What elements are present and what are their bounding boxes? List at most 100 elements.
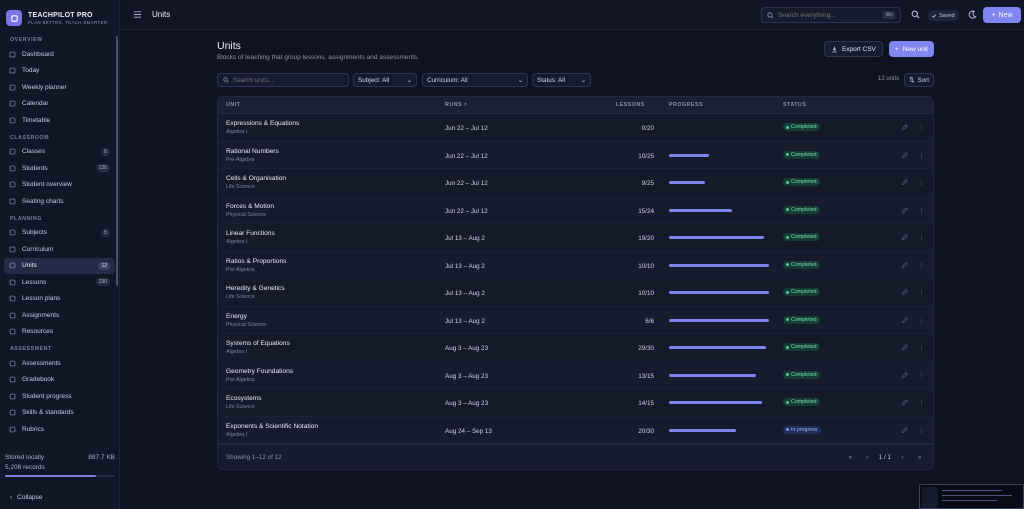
new-button[interactable]: + New <box>983 7 1021 23</box>
unit-search-input[interactable] <box>233 76 343 84</box>
more-icon[interactable] <box>918 399 925 406</box>
sidebar-item-students[interactable]: Students 126 <box>4 160 115 177</box>
more-icon[interactable] <box>918 262 925 269</box>
plus-icon: + <box>991 11 996 19</box>
next-page-icon[interactable]: › <box>901 454 904 461</box>
unit-name[interactable]: Expressions & Equations <box>226 120 300 127</box>
sidebar-item-lessons[interactable]: Lessons 230 <box>4 274 115 291</box>
more-icon[interactable] <box>918 427 925 434</box>
sidebar-item-calendar[interactable]: Calendar <box>4 96 115 113</box>
edit-icon[interactable] <box>901 234 908 241</box>
sidebar-item-gradebook[interactable]: Gradebook <box>4 372 115 389</box>
more-icon[interactable] <box>918 207 925 214</box>
unit-name[interactable]: Heredity & Genetics <box>226 285 285 292</box>
prev-page-icon[interactable]: ‹ <box>866 454 869 461</box>
first-page-icon[interactable]: « <box>848 454 852 461</box>
global-search-input[interactable] <box>778 11 880 19</box>
curriculum-filter[interactable]: Curriculum: All ⌄ <box>422 73 528 87</box>
sidebar-item-resources[interactable]: Resources <box>4 324 115 341</box>
edit-icon[interactable] <box>901 261 908 269</box>
unit-name[interactable]: Systems of Equations <box>226 340 290 347</box>
global-search[interactable]: ⌘K <box>761 7 901 23</box>
table-row[interactable]: Linear Functions Algebra I Jul 13 – Aug … <box>218 224 933 252</box>
table-row[interactable]: Geometry Foundations Pre-Algebra Aug 3 –… <box>218 361 933 389</box>
unit-name[interactable]: Ecosystems <box>226 395 262 402</box>
moon-icon[interactable] <box>968 10 977 19</box>
export-csv-button[interactable]: Export CSV <box>823 41 883 57</box>
edit-icon[interactable] <box>901 371 908 379</box>
unit-name[interactable]: Exponents & Scientific Notation <box>226 422 318 430</box>
sidebar-item-units[interactable]: Units 12 <box>4 257 115 274</box>
search-icon[interactable] <box>911 10 920 19</box>
collapse-button[interactable]: ‹ Collapse <box>10 494 42 501</box>
sidebar-item-today[interactable]: Today <box>4 63 115 80</box>
status-filter[interactable]: Status: All ⌄ <box>532 73 591 87</box>
edit-icon[interactable] <box>901 289 908 296</box>
units-table: UNIT RUNS ˄ LESSONS PROGRESS STATUS Expr… <box>217 96 934 470</box>
unit-name[interactable]: Geometry Foundations <box>226 367 294 375</box>
edit-icon[interactable] <box>901 344 908 351</box>
more-icon[interactable] <box>918 372 925 379</box>
edit-icon[interactable] <box>901 426 908 434</box>
table-row[interactable]: Ecosystems Life Science Aug 3 – Aug 23 1… <box>218 389 933 417</box>
unit-name[interactable]: Ratios & Proportions <box>226 257 287 265</box>
col-progress[interactable]: PROGRESS <box>669 102 704 108</box>
edit-icon[interactable] <box>901 316 908 324</box>
sidebar-item-dashboard[interactable]: Dashboard <box>4 46 115 63</box>
table-row[interactable]: Heredity & Genetics Life Science Jul 13 … <box>218 279 933 307</box>
table-row[interactable]: Forces & Motion Physical Science Jun 22 … <box>218 196 933 224</box>
more-icon[interactable] <box>918 179 925 186</box>
sidebar-item-assessments[interactable]: Assessments <box>4 355 115 372</box>
sidebar-item-lesson-plans[interactable]: Lesson plans <box>4 291 115 308</box>
more-icon[interactable] <box>918 344 925 351</box>
table-row[interactable]: Rational Numbers Pre-Algebra Jun 22 – Ju… <box>218 141 933 169</box>
table-row[interactable]: Expressions & Equations Algebra I Jun 22… <box>218 114 933 142</box>
sidebar-item-rubrics[interactable]: Rubrics <box>4 421 115 438</box>
more-icon[interactable] <box>918 124 925 131</box>
edit-icon[interactable] <box>901 399 908 406</box>
col-lessons[interactable]: LESSONS <box>616 102 645 108</box>
sidebar-item-seating-charts[interactable]: Seating charts <box>4 193 115 210</box>
sort-button[interactable]: ⇅ Sort <box>904 73 934 87</box>
col-status[interactable]: STATUS <box>783 102 807 108</box>
edit-icon[interactable] <box>901 206 908 214</box>
sidebar-item-student-overview[interactable]: Student overview <box>4 177 115 194</box>
sidebar-item-label: Classes <box>22 148 46 156</box>
edit-icon[interactable] <box>901 124 908 131</box>
brand[interactable]: TEACHPILOT PRO PLAN BETTER. TEACH SMARTE… <box>0 0 119 34</box>
unit-name[interactable]: Forces & Motion <box>226 202 275 210</box>
unit-name[interactable]: Rational Numbers <box>226 147 279 155</box>
sidebar-item-student-progress[interactable]: Student progress <box>4 388 115 405</box>
sidebar-item-weekly-planner[interactable]: Weekly planner <box>4 79 115 96</box>
table-row[interactable]: Systems of Equations Algebra I Aug 3 – A… <box>218 334 933 362</box>
table-row[interactable]: Ratios & Proportions Pre-Algebra Jul 13 … <box>218 251 933 279</box>
sidebar-item-skills-standards[interactable]: Skills & standards <box>4 405 115 422</box>
table-row[interactable]: Cells & Organisation Life Science Jun 22… <box>218 169 933 197</box>
sidebar-item-classes[interactable]: Classes 6 <box>4 144 115 161</box>
unit-name[interactable]: Cells & Organisation <box>226 175 287 182</box>
sidebar-item-timetable[interactable]: Timetable <box>4 112 115 129</box>
sort-icon: ⇅ <box>909 76 915 84</box>
more-icon[interactable] <box>918 234 925 241</box>
col-unit[interactable]: UNIT <box>226 102 241 108</box>
more-icon[interactable] <box>918 317 925 324</box>
sidebar-item-curriculum[interactable]: Curriculum <box>4 241 115 258</box>
unit-name[interactable]: Energy <box>226 312 247 320</box>
table-row[interactable]: Energy Physical Science Jul 13 – Aug 2 6… <box>218 306 933 334</box>
unit-name[interactable]: Linear Functions <box>226 230 275 237</box>
unit-search[interactable] <box>217 73 349 87</box>
more-icon[interactable] <box>918 152 925 159</box>
new-unit-button[interactable]: + New unit <box>888 41 934 57</box>
edit-icon[interactable] <box>901 179 908 186</box>
subject-filter[interactable]: Subject: All ⌄ <box>353 73 417 87</box>
sidebar-item-assignments[interactable]: Assignments <box>4 307 115 324</box>
sidebar-scrollbar[interactable] <box>116 36 118 286</box>
preview-thumbnail[interactable] <box>919 484 1024 509</box>
col-runs[interactable]: RUNS ˄ <box>445 102 468 108</box>
last-page-icon[interactable]: » <box>917 454 922 461</box>
edit-icon[interactable] <box>901 151 908 159</box>
table-row[interactable]: Exponents & Scientific Notation Algebra … <box>218 416 933 444</box>
more-icon[interactable] <box>918 289 925 296</box>
sidebar-item-subjects[interactable]: Subjects 5 <box>4 225 115 242</box>
menu-icon[interactable] <box>133 10 142 19</box>
